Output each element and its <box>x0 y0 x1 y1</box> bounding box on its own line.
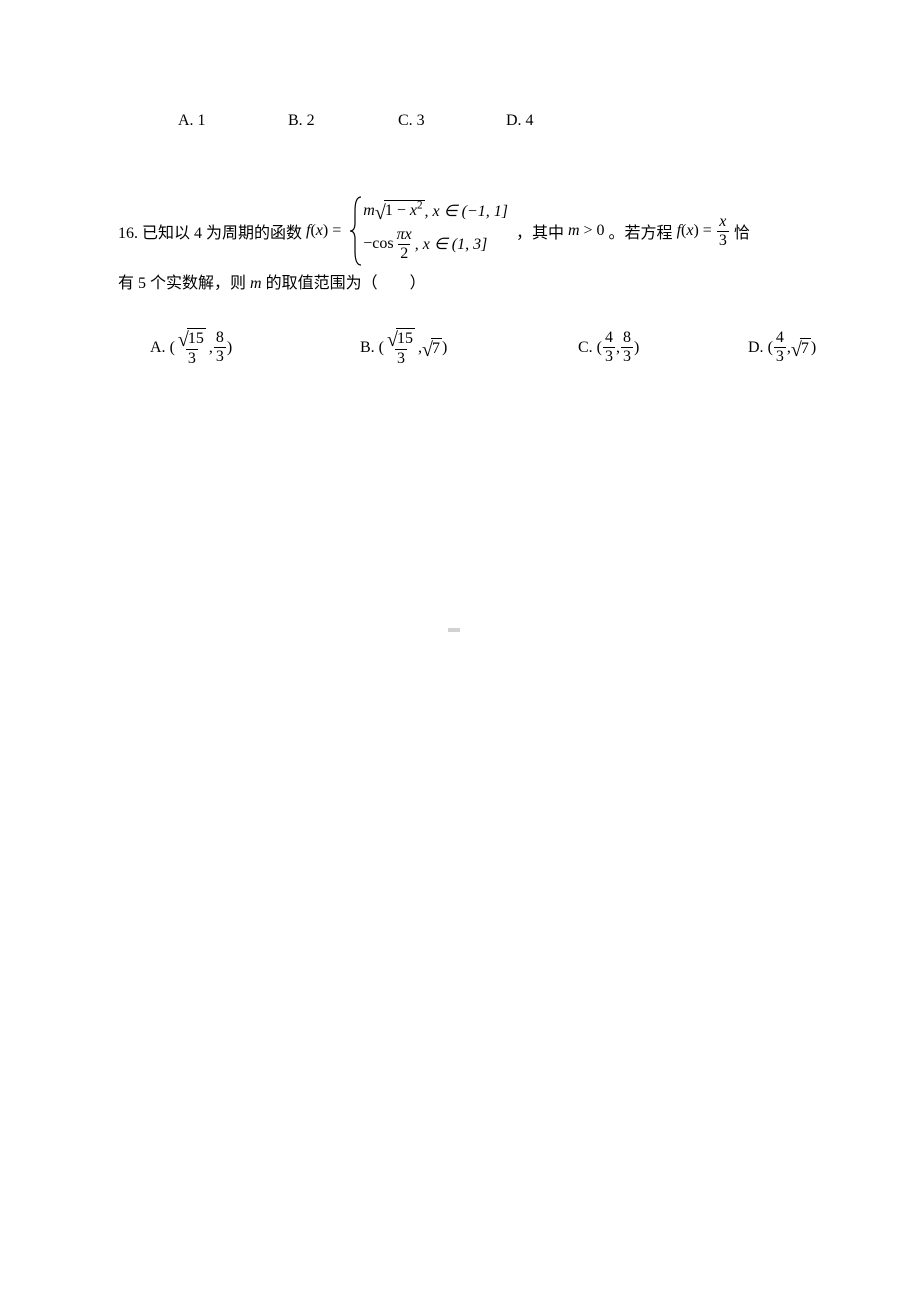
opt-d-den1: 3 <box>774 347 786 365</box>
case1-m: m <box>363 202 375 220</box>
q16-line2-tail: 的取值范围为（ ） <box>266 275 426 292</box>
q16-options-row: A. ( √15 3 , 8 3 ) B. ( √15 3 , √7 ) C. … <box>150 328 816 367</box>
case2-num-x: x <box>405 226 412 243</box>
opt-a-frac2: 8 3 <box>214 330 226 365</box>
opt-a-comma: , <box>209 339 213 357</box>
q16-m-gt0-m: m <box>568 222 580 239</box>
case1-radicand-b: x <box>410 202 417 219</box>
prev-option-b: B. 2 <box>288 112 398 130</box>
case2-frac: πx 2 <box>395 227 414 262</box>
opt-a-den2: 3 <box>214 347 226 365</box>
opt-a-rp: ) <box>227 339 232 357</box>
opt-a-den1: 3 <box>186 349 198 367</box>
q16-tail: 恰 <box>734 225 750 242</box>
prev-option-a: A. 1 <box>178 112 288 130</box>
case2-neg: −cos <box>363 235 393 253</box>
q16-f2-rp: ) = <box>693 222 715 239</box>
opt-c-den2: 3 <box>621 347 633 365</box>
opt-a-r1: 15 <box>187 328 206 348</box>
opt-c-comma: , <box>616 339 620 357</box>
q16-option-a: A. ( √15 3 , 8 3 ) <box>150 328 360 367</box>
case1-tail: , x ∈ (−1, 1] <box>425 201 508 221</box>
case2-pi: π <box>397 226 405 243</box>
opt-d-num1: 4 <box>774 330 786 347</box>
piecewise-function: m √ 1 − x2 , x ∈ (−1, 1] −cos πx 2 , x ∈… <box>349 195 508 267</box>
q16-line-1: 16. 已知以 4 为周期的函数 f(x) = m √ 1 − x2 , x ∈… <box>118 195 868 267</box>
opt-d-lp: ( <box>768 339 773 357</box>
q16-option-c: C. ( 4 3 , 8 3 ) <box>578 330 748 365</box>
prev-option-d: D. 4 <box>506 112 586 130</box>
opt-a-frac1: √15 3 <box>176 328 208 367</box>
q16-line-2: 有 5 个实数解，则 m 的取值范围为（ ） <box>118 269 426 293</box>
q16-rhs-frac: x 3 <box>717 214 729 249</box>
q16-m-gt0-rest: > 0 <box>580 222 605 239</box>
opt-c-num1: 4 <box>603 330 615 347</box>
opt-d-rp: ) <box>811 339 816 357</box>
opt-b-sqrt2: √7 <box>422 338 442 358</box>
piecewise-case-1: m √ 1 − x2 , x ∈ (−1, 1] <box>363 200 508 220</box>
opt-d-label: D. <box>748 339 764 357</box>
q16-line2-m: m <box>250 275 262 292</box>
rhs-num: x <box>717 214 728 231</box>
opt-b-label: B. <box>360 339 375 357</box>
opt-b-r1: 15 <box>396 328 415 348</box>
opt-d-sqrt2: √7 <box>791 338 811 358</box>
opt-b-rp: ) <box>442 339 447 357</box>
q16-rp-eq: ) = <box>323 222 345 239</box>
case2-den: 2 <box>398 244 410 262</box>
opt-a-lp: ( <box>170 339 175 357</box>
opt-c-den1: 3 <box>603 347 615 365</box>
case1-sqrt: √ 1 − x2 <box>375 200 425 220</box>
opt-c-label: C. <box>578 339 593 357</box>
opt-d-frac1: 4 3 <box>774 330 786 365</box>
opt-a-label: A. <box>150 339 166 357</box>
opt-c-num2: 8 <box>621 330 633 347</box>
opt-c-frac2: 8 3 <box>621 330 633 365</box>
opt-c-frac1: 4 3 <box>603 330 615 365</box>
q16-mid1: ，其中 <box>516 225 568 242</box>
opt-b-den1: 3 <box>395 349 407 367</box>
left-brace-icon <box>349 195 363 267</box>
page-mark-icon <box>448 628 460 632</box>
q16-mid2: 。若方程 <box>609 225 677 242</box>
prev-options-row: A. 1 B. 2 C. 3 D. 4 <box>178 112 586 130</box>
piecewise-case-2: −cos πx 2 , x ∈ (1, 3] <box>363 227 508 262</box>
q16-option-b: B. ( √15 3 , √7 ) <box>360 328 578 367</box>
opt-b-lp: ( <box>379 339 384 357</box>
opt-b-frac1: √15 3 <box>385 328 417 367</box>
opt-a-num2: 8 <box>214 330 226 347</box>
case1-radicand-a: 1 − <box>385 202 410 219</box>
rhs-den: 3 <box>717 231 729 249</box>
q16-prefix: 16. 已知以 4 为周期的函数 <box>118 225 306 242</box>
prev-option-c: C. 3 <box>398 112 506 130</box>
q16-option-d: D. ( 4 3 , √7 ) <box>748 330 816 365</box>
case1-sup: 2 <box>417 200 423 212</box>
opt-c-rp: ) <box>634 339 639 357</box>
q16-line2-a: 有 5 个实数解，则 <box>118 275 250 292</box>
case2-tail: , x ∈ (1, 3] <box>415 234 488 254</box>
opt-c-lp: ( <box>597 339 602 357</box>
q16-x: x <box>316 222 323 239</box>
